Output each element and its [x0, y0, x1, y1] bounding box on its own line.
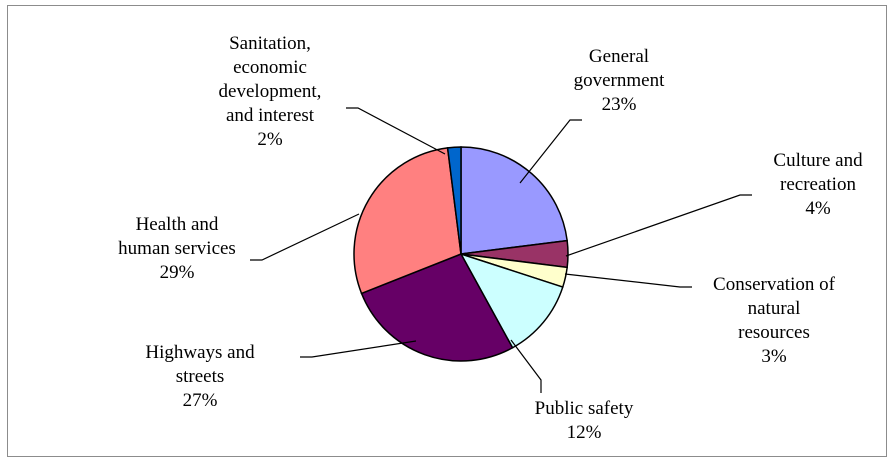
data-label-line: economic	[233, 57, 307, 78]
data-label: Health and human services 29%	[118, 214, 236, 283]
pie-slice-sanitation-economic-development-and-interest	[446, 146, 462, 255]
pie-slice-highways-and-streets	[360, 253, 514, 362]
data-label: Highways and streets 27%	[145, 342, 255, 411]
leader-line	[564, 273, 692, 288]
data-label: Sanitation, economic development, and inter…	[219, 33, 322, 150]
leader-line	[565, 194, 752, 257]
pie-slice-general-government	[460, 146, 568, 255]
data-label-line: natural	[748, 298, 801, 319]
data-label-line: 4%	[805, 198, 831, 219]
leader-line	[346, 107, 446, 155]
data-label: Culture and recreation 4%	[773, 150, 863, 219]
pie-slice-public-safety	[459, 252, 564, 349]
leader-line	[300, 340, 417, 358]
data-label-line: Sanitation,	[229, 33, 311, 54]
data-label-line: Health and	[136, 214, 219, 235]
data-label-line: government	[574, 70, 665, 91]
data-label-line: 27%	[183, 390, 218, 411]
data-label: General government 23%	[574, 46, 665, 115]
data-label-line: General	[589, 46, 649, 67]
data-label-line: 23%	[602, 94, 637, 115]
data-label-line: recreation	[780, 174, 856, 195]
leader-line	[250, 213, 360, 261]
data-label-line: resources	[738, 322, 810, 343]
data-label: Public safety 12%	[535, 398, 634, 443]
data-label-line: 29%	[160, 262, 195, 283]
data-label-line: and interest	[226, 105, 315, 126]
leader-line	[510, 339, 542, 393]
data-label-line: streets	[176, 366, 225, 387]
data-label-line: human services	[118, 238, 236, 259]
data-label-line: Public safety	[535, 398, 634, 419]
data-label-line: development,	[219, 81, 322, 102]
data-label-line: 3%	[761, 346, 787, 367]
leader-line	[519, 119, 582, 184]
data-label-line: Highways and	[145, 342, 255, 363]
data-label-line: Culture and	[773, 150, 863, 171]
data-label-line: 2%	[257, 129, 283, 150]
data-label: Conservation of natural resources 3%	[713, 274, 836, 367]
data-label-line: 12%	[567, 422, 602, 443]
data-label-line: Conservation of	[713, 274, 836, 295]
pie-slice-health-and-human-services	[353, 147, 462, 295]
